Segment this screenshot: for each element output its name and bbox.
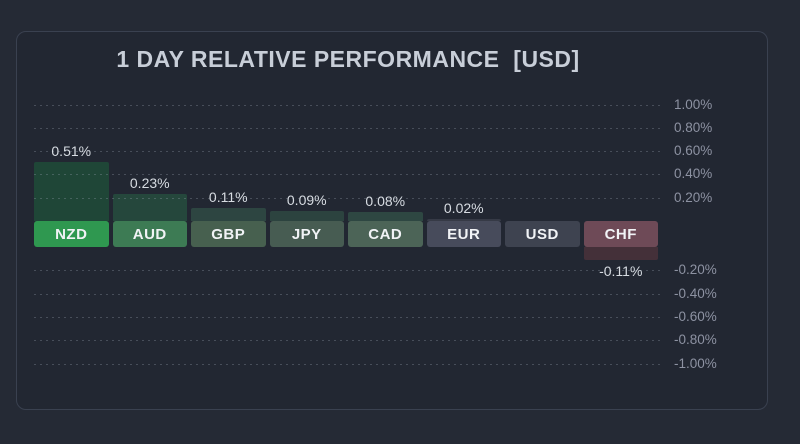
y-axis-tick-label: -0.40% (674, 285, 717, 301)
bar-value-chf: -0.11% (599, 262, 643, 279)
currency-tag-chf: CHF (583, 221, 658, 247)
gridline (34, 293, 662, 295)
currency-tag-aud: AUD (112, 221, 187, 247)
gridline (34, 340, 662, 342)
gridline (34, 151, 662, 153)
gridline (34, 316, 662, 318)
y-axis-tick-label: 0.20% (674, 189, 713, 205)
bar-eur (426, 218, 501, 221)
gridline (34, 363, 662, 365)
y-axis-tick-label: -0.60% (674, 308, 717, 324)
currency-tag-nzd: NZD (34, 221, 109, 247)
currency-tag-usd: USD (505, 221, 580, 247)
chart-title: 1 DAY RELATIVE PERFORMANCE [USD] (116, 46, 580, 72)
y-axis-tick-label: 0.40% (674, 166, 713, 182)
y-axis-tick-label: 0.80% (674, 119, 713, 135)
y-axis-tick-label: -0.80% (674, 332, 717, 348)
gridline (34, 174, 662, 176)
currency-tag-gbp: GBP (191, 221, 266, 247)
bar-gbp (191, 208, 266, 221)
bar-value-gbp: 0.11% (208, 189, 248, 206)
currency-tag-jpy: JPY (269, 221, 344, 247)
y-axis-tick-label: -0.20% (674, 262, 717, 278)
gridline (34, 270, 662, 272)
y-axis-tick-label: 0.60% (674, 143, 713, 159)
gridline (34, 197, 662, 199)
bar-value-eur: 0.02% (443, 199, 484, 216)
bar-value-aud: 0.23% (129, 175, 170, 192)
bar-chf (583, 247, 658, 260)
bar-jpy (269, 210, 344, 221)
bar-value-jpy: 0.09% (286, 191, 327, 208)
bar-cad (348, 211, 423, 221)
gridline (34, 104, 662, 106)
bar-aud (112, 194, 187, 221)
plot-area: 1.00% 0.80% 0.60% 0.40% 0.20% -0.20% -0.40% -0.… (17, 32, 767, 409)
currency-tag-cad: CAD (348, 221, 423, 247)
y-axis-tick-label: 1.00% (674, 96, 713, 112)
bar-nzd (34, 161, 109, 221)
currency-tag-eur: EUR (426, 221, 501, 247)
chart-card: 1 DAY RELATIVE PERFORMANCE [USD] 1.00% 0.… (16, 31, 768, 410)
bar-value-nzd: 0.51% (51, 142, 92, 159)
gridline (34, 127, 662, 129)
bar-value-cad: 0.08% (365, 192, 406, 209)
y-axis-tick-label: -1.00% (674, 355, 717, 371)
